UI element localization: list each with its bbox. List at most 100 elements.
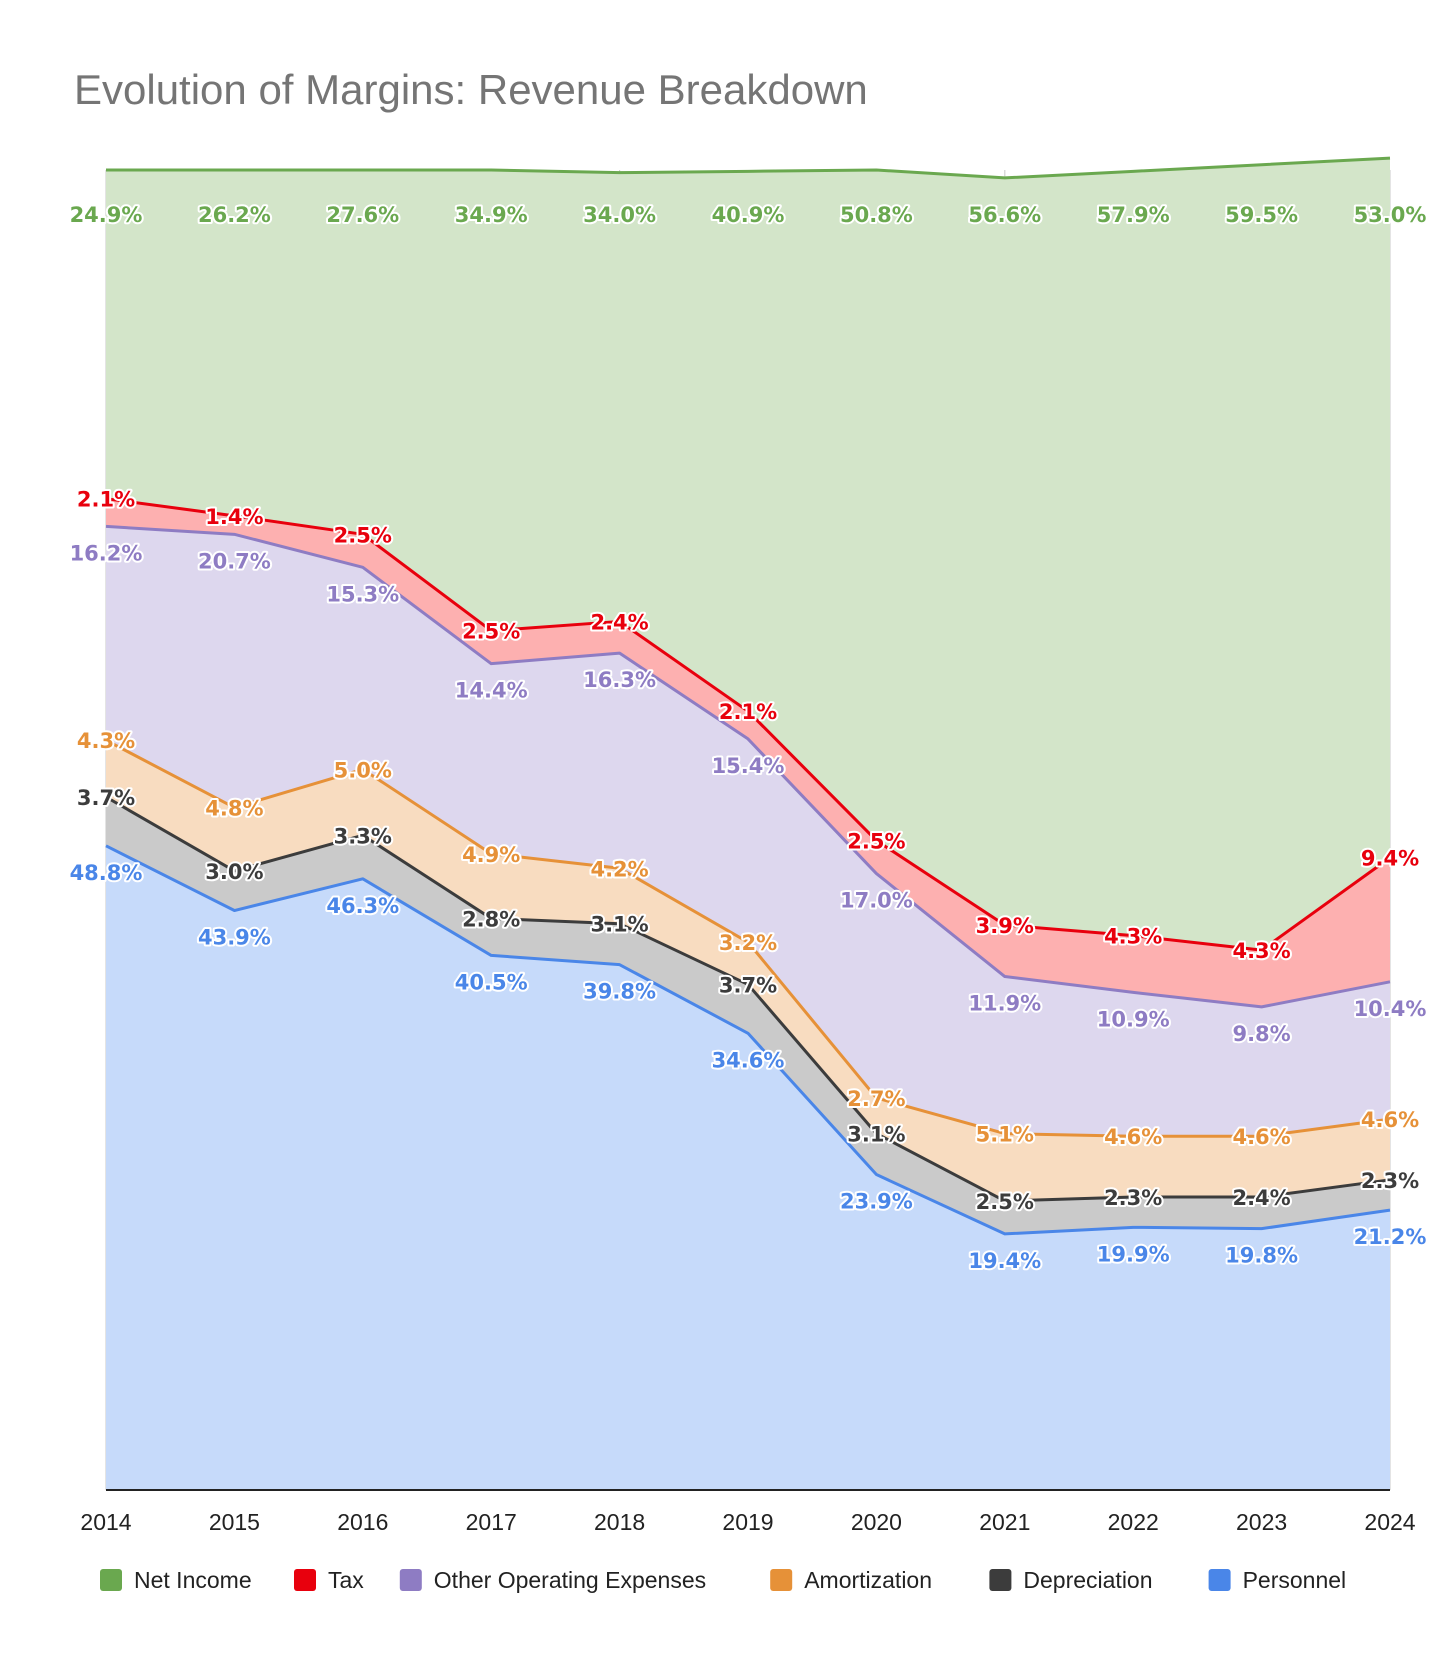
- legend-swatch: [294, 1569, 316, 1591]
- data-label-personnel: 39.8%: [583, 980, 656, 1004]
- area-amortization: [106, 740, 1390, 1201]
- legend-item-depreciation: Depreciation: [989, 1567, 1153, 1593]
- data-label-net-income: 57.9%: [1097, 203, 1170, 227]
- data-label-depreciation: 2.8%: [462, 907, 520, 931]
- data-label-personnel: 23.9%: [840, 1190, 913, 1214]
- data-label-amortization: 4.8%: [205, 797, 263, 821]
- data-label-tax: 4.3%: [1104, 925, 1162, 949]
- x-tick-label: 2018: [594, 1509, 645, 1535]
- data-label-personnel: 48.8%: [70, 861, 143, 885]
- area-personnel: [106, 845, 1390, 1490]
- data-label-tax: 2.5%: [462, 620, 520, 644]
- x-tick-label: 2015: [209, 1509, 260, 1535]
- legend-item-other-operating-expenses: Other Operating Expenses: [399, 1567, 706, 1593]
- data-label-depreciation: 2.3%: [1361, 1169, 1419, 1193]
- data-label-amortization: 4.6%: [1232, 1125, 1290, 1149]
- data-label-depreciation: 3.3%: [334, 824, 392, 848]
- legend-label: Tax: [328, 1567, 364, 1593]
- line-layer: [105, 156, 1391, 1236]
- data-label-net-income: 34.9%: [455, 203, 528, 227]
- x-tick-label: 2024: [1364, 1509, 1415, 1535]
- data-label-net-income: 50.8%: [840, 203, 913, 227]
- data-label-depreciation: 3.1%: [847, 1123, 905, 1147]
- x-tick-label: 2020: [851, 1509, 902, 1535]
- data-label-amortization: 4.9%: [462, 843, 520, 867]
- data-label-amortization: 4.6%: [1104, 1125, 1162, 1149]
- data-label-other-operating-expenses: 16.3%: [583, 668, 656, 692]
- chart-title: Evolution of Margins: Revenue Breakdown: [74, 66, 868, 113]
- x-tick-label: 2023: [1236, 1509, 1287, 1535]
- data-label-amortization: 4.6%: [1361, 1108, 1419, 1132]
- data-label-tax: 1.4%: [205, 505, 263, 529]
- legend-item-tax: Tax: [294, 1567, 364, 1593]
- legend-swatch: [770, 1569, 793, 1591]
- data-label-net-income: 34.0%: [583, 203, 656, 227]
- data-label-net-income: 56.6%: [968, 203, 1041, 227]
- data-label-tax: 9.4%: [1361, 847, 1419, 871]
- data-label-depreciation: 3.1%: [590, 913, 648, 937]
- data-label-depreciation: 3.7%: [719, 973, 777, 997]
- line-personnel: [105, 844, 1391, 1236]
- area-layer: [106, 158, 1390, 1490]
- data-label-personnel: 19.4%: [968, 1249, 1041, 1273]
- data-label-amortization: 3.2%: [719, 931, 777, 955]
- line-net-income: [106, 156, 1391, 180]
- legend-label: Personnel: [1243, 1567, 1347, 1593]
- axis-layer: 2014 2015 2016 2017 2018 2019 2020 2021 2022 2023…: [80, 1489, 1416, 1535]
- legend-item-personnel: Personnel: [1208, 1567, 1347, 1593]
- label-layer: 48.8% 43.9% 46.3% 40.5% 39.8% 34.6% 23.9% 19.4%…: [68, 201, 1429, 1275]
- data-label-amortization: 5.0%: [334, 758, 392, 782]
- x-tick-label: 2022: [1108, 1509, 1159, 1535]
- data-label-tax: 2.1%: [719, 700, 777, 724]
- x-tick-label: 2016: [337, 1509, 388, 1535]
- data-label-tax: 4.3%: [1232, 939, 1290, 963]
- data-label-other-operating-expenses: 15.4%: [712, 754, 785, 778]
- data-label-other-operating-expenses: 20.7%: [198, 549, 271, 573]
- data-label-amortization: 4.3%: [77, 729, 135, 753]
- data-label-tax: 2.5%: [847, 830, 905, 854]
- legend-swatch: [399, 1569, 422, 1591]
- data-label-depreciation: 3.0%: [205, 860, 263, 884]
- area-other-operating-expenses: [106, 526, 1390, 1137]
- data-label-tax: 2.5%: [334, 523, 392, 547]
- data-label-net-income: 26.2%: [198, 203, 271, 227]
- area-depreciation: [106, 797, 1390, 1234]
- data-label-personnel: 19.9%: [1097, 1242, 1170, 1266]
- data-label-other-operating-expenses: 11.9%: [968, 992, 1041, 1016]
- data-label-net-income: 40.9%: [712, 203, 785, 227]
- data-label-other-operating-expenses: 15.3%: [326, 582, 399, 606]
- legend-swatch: [989, 1569, 1012, 1591]
- data-label-personnel: 40.5%: [455, 970, 528, 994]
- data-label-net-income: 24.9%: [70, 203, 143, 227]
- x-tick-label: 2017: [466, 1509, 517, 1535]
- data-label-depreciation: 2.4%: [1232, 1186, 1290, 1210]
- legend-item-amortization: Amortization: [770, 1567, 932, 1593]
- legend-swatch: [1208, 1569, 1231, 1591]
- data-label-personnel: 21.2%: [1354, 1225, 1427, 1249]
- data-label-amortization: 2.7%: [847, 1087, 905, 1111]
- data-label-personnel: 34.6%: [712, 1048, 785, 1072]
- data-label-net-income: 59.5%: [1225, 203, 1298, 227]
- line-tax: [105, 497, 1391, 952]
- legend-item-net-income: Net Income: [100, 1567, 252, 1593]
- data-label-tax: 2.4%: [590, 610, 648, 634]
- data-label-tax: 3.9%: [976, 914, 1034, 938]
- data-label-depreciation: 2.3%: [1104, 1186, 1162, 1210]
- x-tick-label: 2014: [80, 1509, 131, 1535]
- data-label-tax: 2.1%: [77, 488, 135, 512]
- data-label-other-operating-expenses: 14.4%: [455, 679, 528, 703]
- data-label-personnel: 46.3%: [326, 894, 399, 918]
- line-other-operating-expenses: [105, 524, 1391, 1009]
- legend-label: Depreciation: [1023, 1567, 1152, 1593]
- x-tick-label: 2021: [979, 1509, 1030, 1535]
- data-label-amortization: 5.1%: [976, 1123, 1034, 1147]
- data-label-other-operating-expenses: 16.2%: [70, 541, 143, 565]
- data-label-depreciation: 3.7%: [77, 786, 135, 810]
- area-tax: [106, 498, 1390, 1007]
- data-label-personnel: 19.8%: [1225, 1244, 1298, 1268]
- data-label-depreciation: 2.5%: [976, 1190, 1034, 1214]
- area-net-income: [106, 158, 1390, 951]
- legend-label: Amortization: [804, 1567, 932, 1593]
- line-amortization: [105, 738, 1391, 1138]
